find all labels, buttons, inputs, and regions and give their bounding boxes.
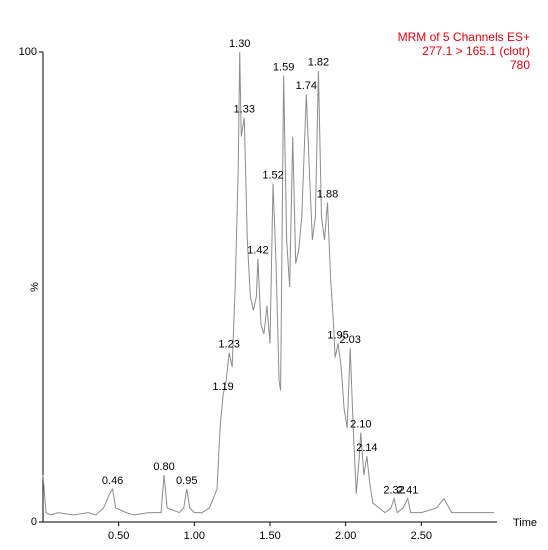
peak-label: 0.80 <box>153 461 174 473</box>
y-tick-label: 0 <box>31 516 37 528</box>
peak-label: 1.30 <box>229 38 250 50</box>
x-tick-label: 0.50 <box>108 530 129 542</box>
peak-label: 0.46 <box>102 475 123 487</box>
x-tick-label: 2.50 <box>411 530 432 542</box>
x-axis-label: Time <box>513 517 537 529</box>
header-line: MRM of 5 Channels ES+ <box>398 30 530 44</box>
peak-label: 1.95 <box>327 329 348 341</box>
peak-label: 2.32 <box>383 484 404 496</box>
x-tick-label: 1.50 <box>259 530 280 542</box>
peak-label: 2.41 <box>397 484 418 496</box>
trace <box>42 51 494 516</box>
x-tick-label: 2.00 <box>335 530 356 542</box>
peak-label: 1.52 <box>262 170 283 182</box>
peak-label: 2.03 <box>339 334 360 346</box>
peak-label: 2.14 <box>356 442 377 454</box>
y-tick-label: 100 <box>19 46 37 58</box>
peak-label: 1.88 <box>317 188 338 200</box>
peak-label: 1.74 <box>296 80 317 92</box>
peak-label: 1.19 <box>212 381 233 393</box>
peak-label: 1.23 <box>218 339 239 351</box>
x-tick-label: 1.00 <box>184 530 205 542</box>
header-line: 780 <box>510 58 530 72</box>
peak-label: 1.59 <box>273 61 294 73</box>
peak-label: 0.95 <box>176 475 197 487</box>
peak-label: 1.42 <box>247 245 268 257</box>
peak-label: 2.10 <box>350 419 371 431</box>
header-line: 277.1 > 165.1 (clotr) <box>422 44 530 58</box>
y-axis-label: % <box>29 282 41 292</box>
peak-label: 1.33 <box>234 104 255 116</box>
peak-label: 1.82 <box>308 57 329 69</box>
